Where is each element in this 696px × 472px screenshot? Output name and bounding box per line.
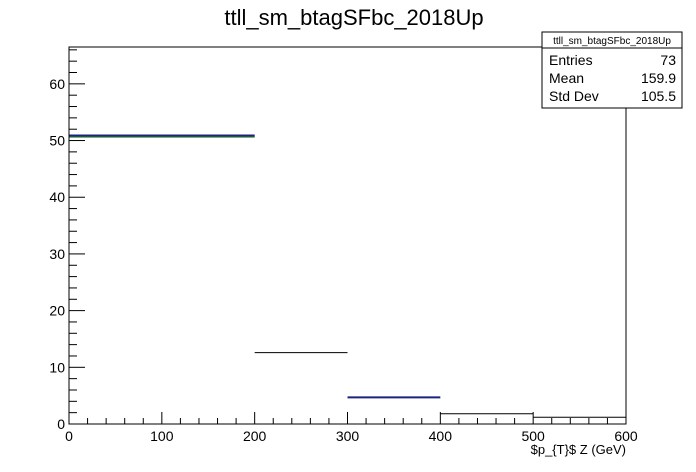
x-tick-label: 100	[150, 428, 174, 444]
y-tick-label: 20	[49, 303, 65, 319]
stats-entries-value: 73	[660, 52, 676, 68]
y-axis-ticks: 0 10 20 30 40 50 60	[49, 49, 85, 432]
stats-stddev-label: Std Dev	[549, 88, 599, 104]
x-axis-ticks: 0 100 200 300 400 500 600	[65, 412, 638, 444]
y-tick-label: 60	[49, 76, 65, 92]
stats-entries-label: Entries	[549, 52, 593, 68]
stats-stddev-value: 105.5	[641, 88, 676, 104]
x-tick-label: 400	[429, 428, 453, 444]
histogram-bins	[69, 134, 626, 418]
y-tick-label: 50	[49, 133, 65, 149]
x-tick-label: 600	[614, 428, 638, 444]
chart-title: ttll_sm_btagSFbc_2018Up	[224, 5, 483, 30]
y-tick-label: 40	[49, 189, 65, 205]
x-tick-label: 500	[521, 428, 545, 444]
y-tick-label: 30	[49, 246, 65, 262]
stats-mean-value: 159.9	[641, 70, 676, 86]
x-axis-label: $p_{T}$ Z (GeV)	[531, 442, 626, 457]
x-tick-label: 0	[65, 428, 73, 444]
y-tick-label: 0	[57, 416, 65, 432]
stats-box: ttll_sm_btagSFbc_2018Up Entries 73 Mean …	[541, 31, 683, 109]
stats-mean-label: Mean	[549, 70, 584, 86]
x-tick-label: 300	[336, 428, 360, 444]
stats-title: ttll_sm_btagSFbc_2018Up	[553, 36, 671, 47]
y-tick-label: 10	[49, 359, 65, 375]
x-tick-label: 200	[243, 428, 267, 444]
